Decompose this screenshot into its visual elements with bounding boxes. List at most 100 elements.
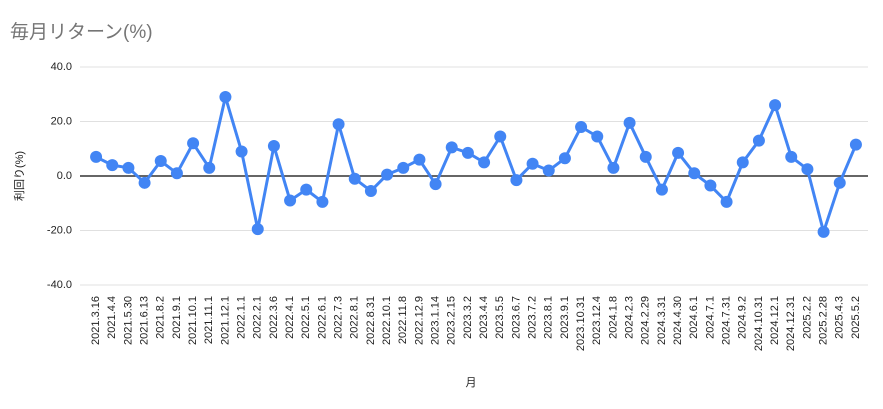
point	[785, 150, 798, 163]
x-tick-label: 2023.8.1	[543, 296, 555, 339]
point	[90, 150, 103, 163]
x-tick-label: 2022.6.1	[316, 296, 328, 339]
point	[558, 152, 571, 165]
x-tick-label: 2021.3.16	[90, 296, 102, 345]
chart-title: 毎月リターン(%)	[10, 21, 153, 43]
x-tick-label: 2024.1.8	[607, 296, 619, 339]
point	[591, 130, 604, 143]
x-tick-label: 2021.11.1	[203, 296, 215, 344]
x-tick-label: 2023.12.4	[591, 296, 603, 345]
point	[316, 195, 329, 208]
point	[510, 174, 523, 187]
x-tick-label: 2022.4.1	[284, 296, 296, 339]
x-tick-label: 2023.5.5	[494, 296, 506, 339]
y-tick-label: -40.0	[47, 279, 72, 291]
point	[267, 140, 280, 153]
x-tick-label: 2021.5.30	[122, 296, 134, 345]
x-tick-label: 2024.12.31	[785, 296, 797, 351]
x-tick-label: 2024.2.29	[640, 296, 652, 345]
x-tick-label: 2024.3.31	[656, 296, 668, 345]
point	[461, 146, 474, 159]
point	[170, 167, 183, 180]
x-tick-label: 2022.7.3	[332, 296, 344, 339]
x-tick-label: 2024.7.1	[704, 296, 716, 339]
point	[849, 138, 862, 151]
x-tick-label: 2025.2.2	[801, 296, 813, 339]
x-tick-label: 2025.5.2	[850, 296, 862, 339]
point	[251, 223, 264, 236]
x-tick-label: 2024.6.1	[688, 296, 700, 339]
x-tick-label: 2025.4.3	[834, 296, 846, 339]
x-tick-label: 2024.10.31	[753, 296, 765, 351]
point	[655, 183, 668, 196]
point	[607, 161, 620, 174]
x-tick-label: 2022.11.8	[397, 296, 409, 344]
y-axis-label: 利回り(%)	[13, 151, 26, 201]
point	[478, 156, 491, 169]
point	[769, 99, 782, 112]
point	[752, 134, 765, 147]
y-tick-label: -20.0	[47, 224, 72, 236]
x-tick-label: 2023.3.2	[462, 296, 474, 339]
x-tick-label: 2022.3.6	[268, 296, 280, 339]
x-tick-label: 2021.12.1	[219, 296, 231, 345]
point	[332, 118, 345, 131]
point	[801, 163, 814, 176]
x-tick-label: 2021.4.4	[106, 296, 118, 339]
point	[413, 153, 426, 166]
x-tick-label: 2023.10.31	[575, 296, 587, 351]
x-tick-label: 2022.8.1	[349, 296, 361, 339]
y-tick-label: 0.0	[57, 170, 72, 182]
x-tick-label: 2024.9.2	[737, 296, 749, 339]
point	[445, 141, 458, 154]
x-tick-label: 2022.12.9	[413, 296, 425, 345]
point	[494, 130, 507, 143]
x-tick-label: 2023.1.14	[429, 296, 441, 345]
point	[397, 161, 410, 174]
point	[300, 183, 313, 196]
x-tick-label: 2022.10.1	[381, 296, 393, 345]
point	[284, 194, 297, 207]
point	[348, 172, 361, 185]
x-tick-label: 2024.2.3	[623, 296, 635, 339]
point	[672, 146, 685, 159]
x-tick-label: 2023.2.15	[446, 296, 458, 345]
point	[720, 195, 733, 208]
x-tick-label: 2022.2.1	[252, 296, 264, 339]
point	[203, 161, 216, 174]
point	[575, 120, 588, 133]
point	[187, 137, 200, 150]
x-tick-label: 2023.7.2	[526, 296, 538, 339]
point	[219, 90, 232, 103]
x-tick-label: 2023.4.4	[478, 296, 490, 339]
point	[154, 155, 167, 168]
x-tick-label: 2021.9.1	[171, 296, 183, 339]
x-tick-label: 2022.5.1	[300, 296, 312, 339]
y-tick-label: 40.0	[51, 61, 72, 73]
x-tick-label: 2022.8.31	[365, 296, 377, 345]
point	[736, 156, 749, 169]
point	[138, 176, 151, 189]
x-tick-label: 2022.1.1	[235, 296, 247, 339]
x-tick-label: 2021.10.1	[187, 296, 199, 345]
x-axis-label: 月	[466, 377, 477, 389]
point	[122, 161, 135, 174]
line	[95, 95, 858, 234]
point	[526, 157, 539, 170]
point	[381, 168, 394, 181]
x-tick-label: 2025.2.28	[817, 296, 829, 345]
point	[623, 116, 636, 129]
point	[639, 150, 652, 163]
x-tick-label: 2021.8.2	[155, 296, 167, 339]
y-tick-label: 20.0	[51, 115, 72, 127]
x-tick-label: 2024.7.31	[720, 296, 732, 345]
point	[106, 159, 119, 172]
point	[364, 184, 377, 197]
point	[235, 145, 248, 158]
point	[817, 225, 830, 238]
x-tick-label: 2024.4.30	[672, 296, 684, 345]
point	[704, 179, 717, 192]
x-tick-label: 2023.9.1	[559, 296, 571, 339]
x-tick-label: 2024.12.1	[769, 296, 781, 345]
